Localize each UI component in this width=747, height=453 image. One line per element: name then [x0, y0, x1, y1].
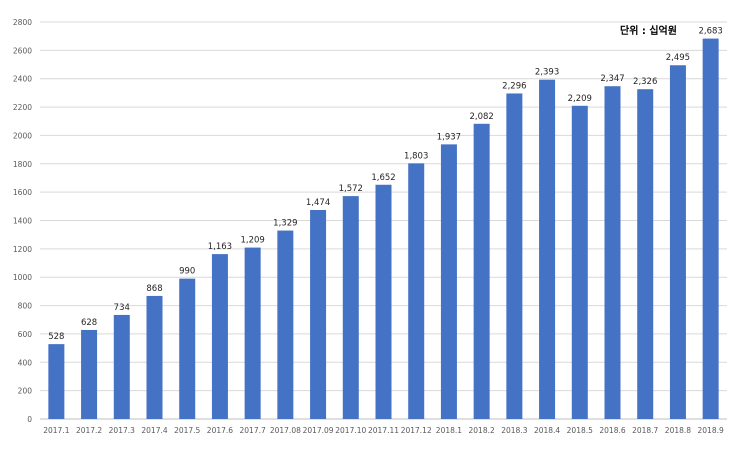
bar-2018.7 [637, 89, 654, 420]
bar-2017.12 [408, 163, 425, 419]
bar-2017.08 [277, 230, 294, 419]
x-tick-label: 2018.1 [436, 426, 462, 435]
y-tick-label: 400 [18, 358, 33, 367]
y-tick-label: 1600 [13, 188, 32, 197]
x-tick-label: 2018.9 [698, 426, 724, 435]
y-tick-label: 2000 [13, 131, 32, 140]
bar-2017.5 [179, 278, 196, 419]
y-tick-label: 600 [18, 330, 33, 339]
bar-2017.09 [310, 210, 327, 419]
bar-2018.3 [506, 93, 523, 420]
data-label: 868 [146, 284, 162, 294]
x-tick-label: 2017.1 [43, 426, 69, 435]
data-label: 2,209 [568, 94, 592, 104]
x-tick-label: 2017.5 [174, 426, 200, 435]
x-tick-label: 2017.11 [368, 426, 399, 435]
bar-2017.7 [244, 247, 261, 419]
data-label: 528 [48, 332, 64, 342]
x-tick-label: 2017.4 [141, 426, 167, 435]
x-tick-label: 2018.8 [665, 426, 691, 435]
x-tick-label: 2018.7 [632, 426, 658, 435]
data-label: 1,652 [371, 173, 395, 183]
bar-2017.6 [211, 254, 228, 419]
data-label: 628 [81, 318, 97, 328]
bar-2018.4 [539, 79, 556, 419]
data-label: 734 [114, 303, 130, 313]
data-label: 2,347 [600, 74, 624, 84]
data-label: 1,572 [339, 184, 363, 194]
y-tick-label: 0 [27, 415, 32, 424]
data-label: 2,082 [469, 112, 493, 122]
y-tick-label: 2800 [13, 18, 32, 27]
x-tick-label: 2017.2 [76, 426, 102, 435]
x-tick-label: 2017.7 [240, 426, 266, 435]
bar-2017.1 [48, 344, 65, 419]
data-label: 2,683 [698, 27, 722, 37]
bar-2017.2 [81, 329, 98, 419]
bar-2017.11 [375, 184, 392, 419]
x-tick-label: 2018.3 [501, 426, 527, 435]
bar-2018.2 [473, 123, 490, 420]
x-tick-label: 2017.3 [109, 426, 135, 435]
y-tick-label: 2200 [13, 103, 32, 112]
bars [48, 38, 719, 420]
data-label: 1,474 [306, 198, 330, 208]
data-labels: 528 628 734 868 990 1,163 1,209 1,329 1,474 1,572… [48, 27, 723, 343]
x-tick-label: 2018.5 [567, 426, 593, 435]
bar-2018.6 [604, 86, 621, 419]
y-tick-label: 200 [18, 387, 33, 396]
data-label: 2,495 [666, 53, 690, 63]
x-tick-label: 2017.12 [401, 426, 432, 435]
bar-2018.8 [669, 65, 686, 420]
data-label: 2,326 [633, 77, 657, 87]
bar-2017.4 [146, 295, 163, 419]
y-tick-label: 1200 [13, 245, 32, 254]
data-label: 1,209 [240, 236, 264, 246]
x-tick-label: 2018.2 [469, 426, 495, 435]
y-tick-label: 800 [18, 302, 33, 311]
x-tick-label: 2017.09 [303, 426, 334, 435]
bar-2018.5 [571, 105, 588, 420]
data-label: 1,329 [273, 219, 297, 229]
bar-2017.3 [113, 314, 130, 419]
data-label: 2,393 [535, 68, 559, 78]
bar-2018.9 [702, 38, 719, 419]
y-tick-label: 2600 [13, 46, 32, 55]
data-label: 2,296 [502, 81, 526, 91]
y-tick-label: 1800 [13, 160, 32, 169]
y-tick-label: 2400 [13, 75, 32, 84]
x-axis-ticks: 2017.1 2017.2 2017.3 2017.4 2017.5 2017.6 2017… [43, 426, 724, 435]
y-tick-label: 1000 [13, 273, 32, 282]
unit-label: 단위 : 십억원 [620, 24, 677, 37]
data-label: 1,937 [437, 132, 461, 142]
x-tick-label: 2017.6 [207, 426, 233, 435]
x-tick-label: 2017.08 [270, 426, 301, 435]
y-tick-label: 1400 [13, 217, 32, 226]
y-axis-ticks: 0 200 400 600 800 1000 1200 1400 1600 1800 2000 220… [13, 18, 32, 424]
x-tick-label: 2018.6 [599, 426, 625, 435]
data-label: 1,803 [404, 151, 428, 161]
bar-2017.10 [342, 196, 359, 419]
bar-2018.1 [440, 144, 457, 419]
x-tick-label: 2017.10 [335, 426, 366, 435]
data-label: 990 [179, 267, 195, 277]
x-tick-label: 2018.4 [534, 426, 560, 435]
data-label: 1,163 [208, 242, 232, 252]
